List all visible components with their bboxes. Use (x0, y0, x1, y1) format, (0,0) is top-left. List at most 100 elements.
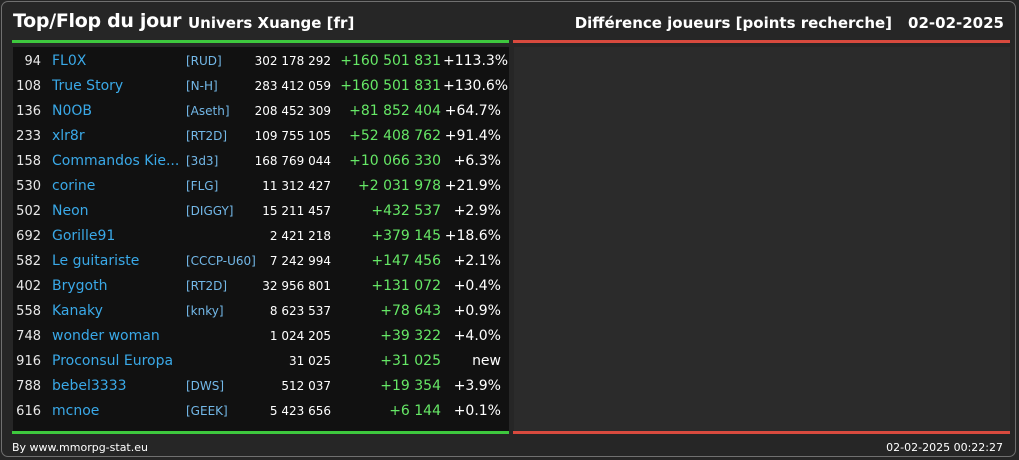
player-alliance[interactable]: [CCCP-U60] (186, 254, 256, 268)
player-name[interactable]: mcnoe (52, 403, 100, 419)
points-difference: +6 144 (389, 403, 441, 419)
player-row: 108 True Story [N-H] 283 412 059 +160 501 83… (13, 74, 509, 99)
points-difference: +81 852 404 (349, 103, 441, 119)
player-name[interactable]: Proconsul Europa (52, 353, 174, 369)
player-name[interactable]: Gorille91 (52, 228, 116, 244)
percentage-change: +0.9% (453, 303, 501, 319)
player-rank: 748 (16, 329, 41, 344)
player-name[interactable]: wonder woman (52, 328, 160, 344)
points-difference: +78 643 (380, 303, 441, 319)
player-alliance[interactable]: [FLG] (186, 179, 219, 193)
player-row: 158 Commandos Kie... [3d3] 168 769 044 +10 0… (13, 149, 509, 174)
player-row: 916 Proconsul Europa 31 025 +31 025 new (13, 349, 509, 374)
percentage-change: new (472, 353, 501, 369)
points-difference: +31 025 (380, 353, 441, 369)
player-alliance[interactable]: [RT2D] (186, 279, 228, 293)
percentage-change: +0.4% (453, 278, 501, 294)
player-points: 2 421 218 (269, 229, 331, 243)
player-row: 233 xlr8r [RT2D] 109 755 105 +52 408 762 +91.… (13, 124, 509, 149)
player-points: 7 242 994 (269, 254, 331, 268)
top-panel-bottom-divider (12, 431, 509, 434)
player-rank: 108 (16, 79, 41, 94)
player-row: 616 mcnoe [GEEK] 5 423 656 +6 144 +0.1% (13, 399, 509, 424)
player-row: 692 Gorille91 2 421 218 +379 145 +18.6% (13, 224, 509, 249)
player-points: 31 025 (289, 354, 331, 368)
top-players-panel: 94 FL0X [RUD] 302 178 292 +160 501 831 +113.3… (13, 47, 509, 432)
points-difference: +147 456 (371, 253, 441, 269)
player-rank: 402 (16, 279, 41, 294)
points-difference: +432 537 (371, 203, 441, 219)
flop-players-panel (514, 47, 1010, 432)
player-name[interactable]: N0OB (52, 103, 93, 119)
player-name[interactable]: Brygoth (52, 278, 108, 294)
player-rank: 233 (16, 129, 41, 144)
player-rank: 788 (16, 379, 41, 394)
percentage-change: +0.1% (453, 403, 501, 419)
points-difference: +10 066 330 (349, 153, 441, 169)
player-alliance[interactable]: [RT2D] (186, 129, 228, 143)
player-points: 302 178 292 (254, 54, 331, 68)
player-alliance[interactable]: [N-H] (186, 79, 218, 93)
player-alliance[interactable]: [DWS] (186, 379, 225, 393)
player-points: 8 623 537 (269, 304, 331, 318)
percentage-change: +4.0% (453, 328, 501, 344)
player-name[interactable]: xlr8r (52, 128, 85, 144)
percentage-change: +91.4% (444, 128, 501, 144)
player-row: 530 corine [FLG] 11 312 427 +2 031 978 +21.9% (13, 174, 509, 199)
universe-label: Univers Xuange [fr] (188, 14, 355, 32)
flop-panel-bottom-divider (513, 431, 1010, 434)
points-difference: +160 501 831 (340, 78, 441, 94)
player-row: 402 Brygoth [RT2D] 32 956 801 +131 072 +0.4% (13, 274, 509, 299)
player-row: 788 bebel3333 [DWS] 512 037 +19 354 +3.9% (13, 374, 509, 399)
page-title: Top/Flop du jour (13, 10, 182, 32)
player-rank: 616 (16, 404, 41, 419)
player-alliance[interactable]: [RUD] (186, 54, 222, 68)
percentage-change: +113.3% (443, 53, 509, 69)
points-difference: +160 501 831 (340, 53, 441, 69)
player-name[interactable]: corine (52, 178, 96, 194)
percentage-change: +2.1% (453, 253, 501, 269)
player-points: 32 956 801 (262, 279, 331, 293)
player-points: 283 412 059 (254, 79, 331, 93)
player-row: 582 Le guitariste [CCCP-U60] 7 242 994 +147 … (13, 249, 509, 274)
player-row: 94 FL0X [RUD] 302 178 292 +160 501 831 +113.3… (13, 49, 509, 74)
player-points: 208 452 309 (254, 104, 331, 118)
player-rank: 158 (16, 154, 41, 169)
player-name[interactable]: Neon (52, 203, 89, 219)
player-name[interactable]: True Story (52, 78, 124, 94)
player-alliance[interactable]: [GEEK] (186, 404, 228, 418)
ranking-date: 02-02-2025 (908, 14, 1004, 32)
points-difference: +2 031 978 (358, 178, 441, 194)
player-rank: 582 (16, 254, 41, 269)
player-alliance[interactable]: [knky] (186, 304, 224, 318)
percentage-change: +6.3% (453, 153, 501, 169)
player-points: 512 037 (281, 379, 331, 393)
ranking-subtitle: Différence joueurs [points recherche] (574, 14, 893, 32)
player-row: 502 Neon [DIGGY] 15 211 457 +432 537 +2.9% (13, 199, 509, 224)
player-alliance[interactable]: [Aseth] (186, 104, 230, 118)
player-rank: 502 (16, 204, 41, 219)
player-rank: 94 (24, 54, 41, 69)
percentage-change: +130.6% (443, 78, 509, 94)
player-points: 109 755 105 (254, 129, 331, 143)
flop-panel-divider (513, 40, 1010, 43)
source-credit: By www.mmorpg-stat.eu (12, 441, 148, 454)
points-difference: +19 354 (380, 378, 441, 394)
player-name[interactable]: Le guitariste (52, 253, 140, 269)
percentage-change: +2.9% (453, 203, 501, 219)
player-name[interactable]: Commandos Kie... (52, 153, 180, 169)
player-points: 168 769 044 (254, 154, 331, 168)
points-difference: +379 145 (371, 228, 441, 244)
top-panel-divider (12, 40, 509, 43)
player-rank: 692 (16, 229, 41, 244)
player-name[interactable]: bebel3333 (52, 378, 127, 394)
percentage-change: +3.9% (453, 378, 501, 394)
generated-timestamp: 02-02-2025 00:22:27 (886, 441, 1003, 454)
player-alliance[interactable]: [3d3] (186, 154, 219, 168)
player-rank: 916 (16, 354, 41, 369)
player-name[interactable]: FL0X (52, 53, 87, 69)
player-name[interactable]: Kanaky (52, 303, 103, 319)
player-alliance[interactable]: [DIGGY] (186, 204, 234, 218)
player-rank: 558 (16, 304, 41, 319)
